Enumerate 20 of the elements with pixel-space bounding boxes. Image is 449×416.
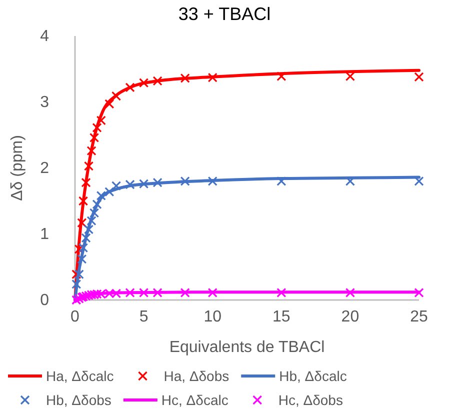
y-tick-label: 4 <box>40 28 50 46</box>
chart-title: 33 + TBACl <box>178 4 271 24</box>
legend-label: Hc, Δδcalc <box>161 392 228 408</box>
x-tick-label: 0 <box>70 308 80 326</box>
y-tick-label: 1 <box>40 226 50 244</box>
y-axis-title: Δδ (ppm) <box>9 135 26 201</box>
x-tick-label: 15 <box>272 308 290 326</box>
y-tick-label: 0 <box>40 292 50 310</box>
legend-label: Hc, Δδobs <box>278 392 343 408</box>
x-tick-label: 10 <box>204 308 222 326</box>
y-tick-label: 2 <box>40 160 50 178</box>
x-tick-label: 25 <box>410 308 428 326</box>
x-tick-label: 20 <box>341 308 360 326</box>
legend-label: Ha, Δδobs <box>164 368 230 384</box>
y-tick-label: 3 <box>40 94 50 112</box>
legend-label: Ha, Δδcalc <box>46 368 114 384</box>
legend-label: Hb, Δδcalc <box>279 368 347 384</box>
x-tick-label: 5 <box>139 308 148 326</box>
legend-label: Hb, Δδobs <box>46 392 112 408</box>
x-axis-title: Equivalents de TBACl <box>169 339 325 356</box>
